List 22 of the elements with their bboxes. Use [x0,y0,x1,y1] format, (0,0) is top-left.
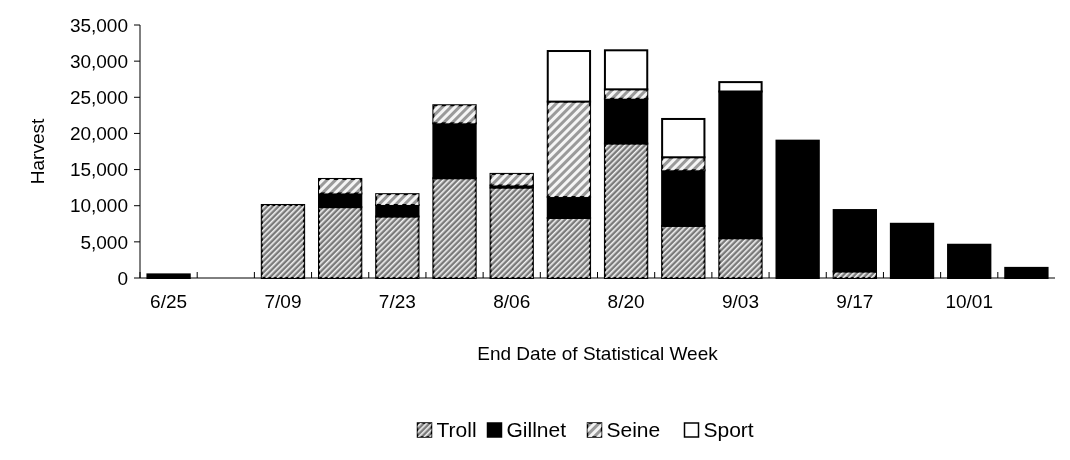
x-tick-label: 8/20 [607,291,645,312]
x-axis-title: End Date of Statistical Week [477,343,719,364]
y-tick-label: 35,000 [69,14,128,36]
x-tick-label: 7/09 [264,291,302,312]
y-tick-label: 30,000 [69,50,128,72]
legend-label: Troll [436,418,477,441]
y-axis-title: Harvest [27,118,48,185]
x-tick-label: 9/17 [836,291,874,312]
legend-label: Sport [703,418,754,441]
legend-label: Gillnet [506,418,567,441]
x-tick-label: 7/23 [378,291,416,312]
x-tick-label: 8/06 [493,291,531,312]
y-tick-label: 10,000 [69,195,128,217]
y-tick-label: 25,000 [69,86,128,108]
x-tick-label: 10/01 [945,291,993,312]
x-tick-label: 9/03 [721,291,759,312]
y-tick-label: 0 [117,267,128,289]
legend-label: Seine [606,418,661,441]
y-tick-label: 5,000 [80,231,128,253]
y-tick-label: 15,000 [69,159,128,181]
y-tick-label: 20,000 [69,123,128,145]
x-tick-label: 6/25 [150,291,188,312]
